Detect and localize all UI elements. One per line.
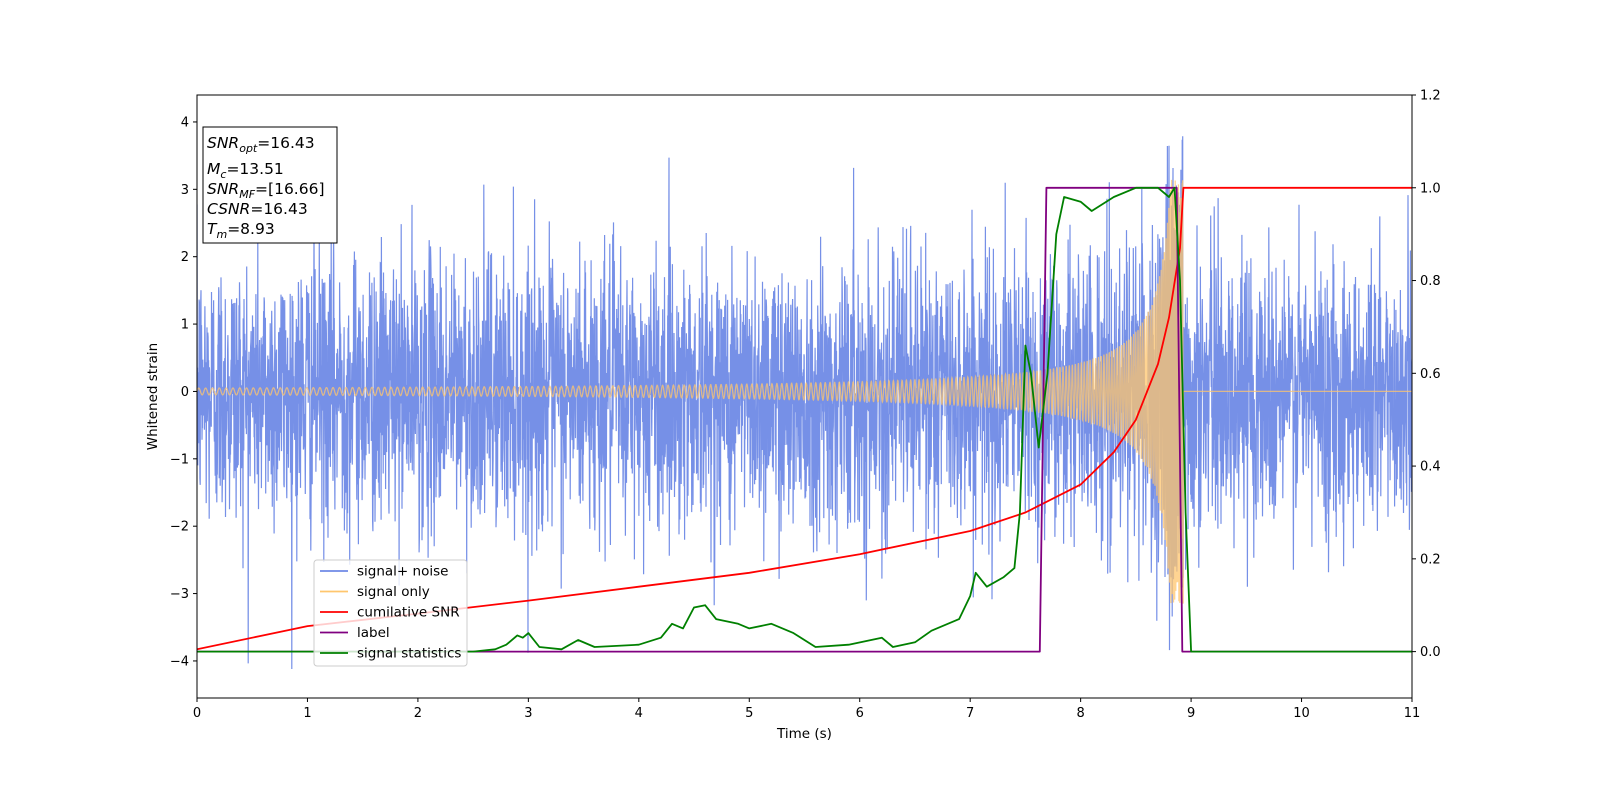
info-tm-subscript: m xyxy=(216,228,227,241)
y-left-tick-label: 4 xyxy=(181,115,189,130)
info-snr-mf-value: =[16.66] xyxy=(255,180,324,198)
y-left-tick-label: −1 xyxy=(170,452,189,467)
y-left-tick-label: 1 xyxy=(181,318,189,333)
series-cumulative-snr xyxy=(197,186,1412,651)
info-snr-mf: SNRMF=[16.66] xyxy=(207,180,325,201)
x-tick-label: 7 xyxy=(966,706,974,721)
x-tick-label: 4 xyxy=(635,706,643,721)
y-right-tick-label: 0.2 xyxy=(1420,552,1441,567)
info-snr-opt-value: =16.43 xyxy=(257,134,314,152)
y-left-tick-label: −2 xyxy=(170,520,189,535)
x-tick-label: 1 xyxy=(303,706,311,721)
y-left-tick-label: 3 xyxy=(181,183,189,198)
y-left-tick-label: 2 xyxy=(181,250,189,265)
x-tick-label: 5 xyxy=(745,706,753,721)
info-tm-symbol: T xyxy=(207,220,218,238)
legend-label: signal only xyxy=(357,584,430,600)
series-signal-statistics xyxy=(197,186,1412,653)
info-csnr: CSNR=16.43 xyxy=(207,200,308,218)
y-right-tick-label: 0.8 xyxy=(1420,274,1441,289)
legend-label: signal statistics xyxy=(357,646,461,662)
y-right-tick-label: 0.4 xyxy=(1420,460,1441,475)
info-snr-opt: SNRopt=16.43 xyxy=(207,134,315,155)
series-signal-noise xyxy=(197,136,1412,670)
info-box: SNRopt=16.43 Mc=13.51 SNRMF=[16.66] CSNR… xyxy=(202,126,338,244)
info-box-frame xyxy=(202,126,338,244)
y-left-tick-label: 0 xyxy=(181,385,189,400)
info-snr-mf-symbol: SNR xyxy=(207,180,239,198)
x-tick-label: 11 xyxy=(1404,706,1421,721)
x-tick-label: 9 xyxy=(1187,706,1195,721)
x-tick-label: 0 xyxy=(193,706,201,721)
info-snr-opt-subscript: opt xyxy=(239,142,258,155)
x-tick-label: 3 xyxy=(524,706,532,721)
x-tick-label: 6 xyxy=(856,706,864,721)
info-mc-subscript: c xyxy=(220,168,226,181)
info-csnr-value: =16.43 xyxy=(250,200,307,218)
x-tick-label: 10 xyxy=(1293,706,1310,721)
y-right-tick-label: 1.0 xyxy=(1420,181,1441,196)
info-tm-value: =8.93 xyxy=(227,220,275,238)
info-snr-opt-symbol: SNR xyxy=(207,134,239,152)
y-right-tick-label: 0.6 xyxy=(1420,367,1441,382)
y-axis-label: Whitened strain xyxy=(145,343,161,450)
legend-label: label xyxy=(357,625,390,641)
y-right-tick-label: 1.2 xyxy=(1420,89,1441,104)
legend-label: signal+ noise xyxy=(357,564,448,580)
series-signal-only xyxy=(197,179,1412,604)
info-mc-value: =13.51 xyxy=(226,160,283,178)
y-left-tick-label: −4 xyxy=(170,654,189,669)
x-axis-label: Time (s) xyxy=(776,726,832,742)
legend-label: cumilative SNR xyxy=(357,605,460,621)
axes-layer: 0 1 2 3 4 5 6 7 8 9 10 11 −4 −3 −2 −1 0 1 2 3 4 0.0 0.2 0.4 0.6 0… xyxy=(170,89,1441,722)
info-csnr-symbol: CSNR xyxy=(207,200,250,218)
plot-frame xyxy=(196,94,1413,699)
info-snr-mf-subscript: MF xyxy=(239,188,255,201)
x-tick-label: 2 xyxy=(414,706,422,721)
legend: signal+ noise signal only cumilative SNR la… xyxy=(313,559,468,667)
x-tick-label: 8 xyxy=(1076,706,1084,721)
info-mc-symbol: M xyxy=(207,160,220,178)
y-left-tick-label: −3 xyxy=(170,587,189,602)
series-layer xyxy=(197,136,1412,670)
info-tm: Tm=8.93 xyxy=(207,220,275,241)
info-mc: Mc=13.51 xyxy=(207,160,284,181)
legend-frame xyxy=(313,559,468,667)
y-right-tick-label: 0.0 xyxy=(1420,645,1441,660)
